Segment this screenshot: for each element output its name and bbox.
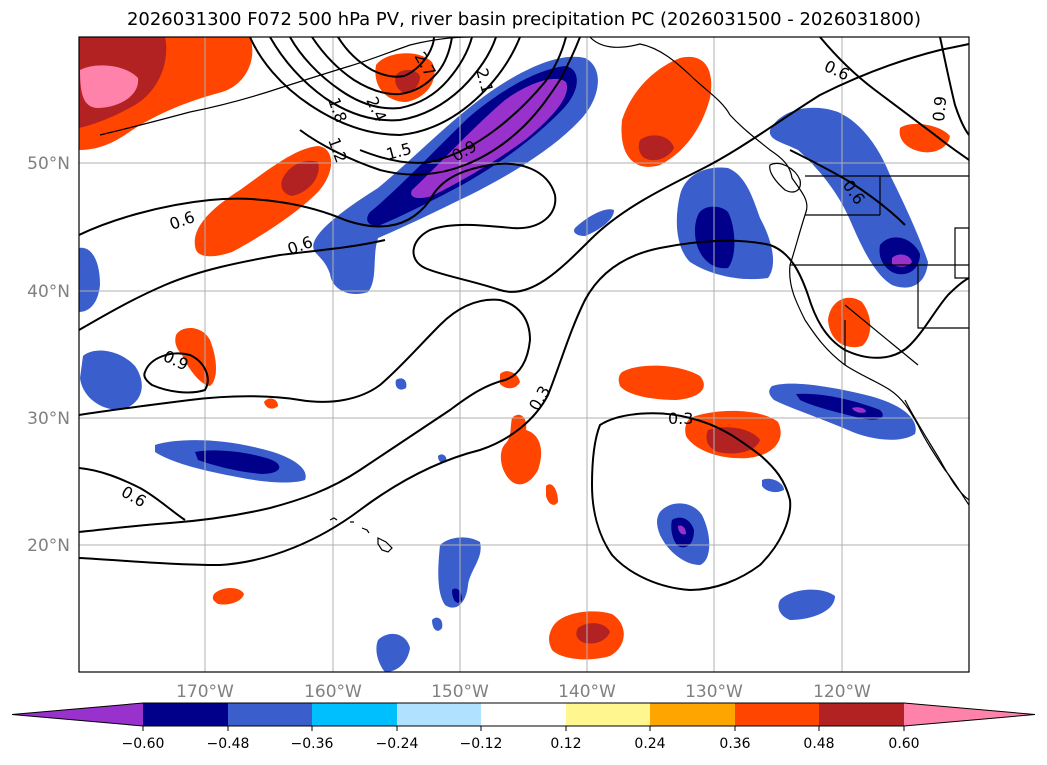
anomaly-region-positive bbox=[212, 588, 244, 605]
pv-contour bbox=[789, 149, 906, 226]
anomaly-region-positive bbox=[281, 160, 319, 196]
figure-title: 2026031300 F072 500 hPa PV, river basin … bbox=[127, 9, 921, 30]
longitude-labels: 170°W 160°W 150°W 140°W 130°W 120°W bbox=[176, 682, 871, 702]
anomaly-region-negative bbox=[432, 617, 443, 631]
anomaly-region-positive bbox=[500, 414, 542, 485]
pv-contour bbox=[939, 37, 969, 136]
baja-california bbox=[904, 399, 969, 501]
colorbar: −0.60 −0.48 −0.36 −0.24 −0.12 0.12 0.24 0.36 0.4… bbox=[11, 702, 1036, 752]
colorbar-segment bbox=[481, 703, 566, 726]
colorbar-segment bbox=[566, 703, 650, 726]
colorbar-tick-label: 0.48 bbox=[803, 736, 834, 752]
pv-contour bbox=[79, 298, 532, 533]
colorbar-tick-label: 0.36 bbox=[719, 736, 750, 752]
colorbar-segment bbox=[228, 703, 312, 726]
anomaly-region-positive bbox=[899, 123, 950, 153]
colorbar-tick-label: 0.24 bbox=[634, 736, 665, 752]
lon-label: 120°W bbox=[813, 682, 871, 702]
anomaly-region-negative bbox=[80, 350, 142, 410]
pv-contour bbox=[79, 239, 386, 331]
pv-contour bbox=[590, 412, 792, 592]
anomaly-region-negative bbox=[411, 78, 568, 198]
anomaly-region-positive bbox=[576, 623, 610, 644]
contour-label: 0.3 bbox=[668, 409, 693, 428]
colorbar-tick-label: −0.48 bbox=[207, 736, 250, 752]
pv-contour bbox=[79, 43, 969, 293]
north-america-coast bbox=[589, 37, 969, 506]
lon-label: 130°W bbox=[685, 682, 743, 702]
pv-contour bbox=[269, 37, 497, 122]
anomaly-region-positive bbox=[80, 65, 139, 108]
anomaly-region-negative bbox=[195, 450, 280, 474]
pv-contours bbox=[79, 37, 969, 592]
lon-label: 160°W bbox=[304, 682, 362, 702]
colorbar-tick-label: −0.24 bbox=[376, 736, 419, 752]
pv-contour bbox=[337, 37, 435, 78]
latitude-labels: 50°N 40°N 30°N 20°N bbox=[27, 154, 70, 556]
colorbar-segment bbox=[819, 703, 904, 726]
lon-label: 150°W bbox=[431, 682, 489, 702]
vancouver-island bbox=[769, 162, 801, 193]
lon-label: 170°W bbox=[176, 682, 234, 702]
contour-label: 0.9 bbox=[929, 95, 950, 122]
anomaly-region-negative bbox=[694, 206, 735, 269]
pv-contour bbox=[79, 467, 186, 521]
pv-contour bbox=[359, 37, 567, 164]
pv-contour bbox=[79, 239, 969, 567]
anomaly-region-negative bbox=[778, 589, 835, 620]
anomaly-region-positive bbox=[828, 297, 871, 348]
pv-contour bbox=[299, 37, 581, 176]
anomaly-region-negative bbox=[79, 247, 100, 312]
anomaly-region-positive bbox=[706, 427, 760, 454]
pv-contour bbox=[311, 37, 453, 96]
anomaly-region-negative bbox=[852, 407, 866, 413]
colorbar-segment bbox=[650, 703, 735, 726]
map-panel: 0.3 0.3 0.6 0.6 0.6 0.6 0.6 0.9 0.9 0.9 … bbox=[27, 36, 970, 702]
pv-contour bbox=[249, 37, 521, 137]
anomaly-region-negative bbox=[395, 378, 407, 390]
lon-label: 140°W bbox=[558, 682, 616, 702]
colorbar-tick-label: 0.60 bbox=[888, 736, 919, 752]
colorbar-tick-label: −0.36 bbox=[291, 736, 334, 752]
anomaly-region-negative bbox=[678, 525, 686, 535]
colorbar-tick-label: −0.12 bbox=[460, 736, 503, 752]
colorbar-segment bbox=[143, 703, 228, 726]
anomaly-region-negative bbox=[376, 633, 410, 672]
colorbar-tick-label: −0.60 bbox=[122, 736, 165, 752]
colorbar-segment bbox=[397, 703, 481, 726]
hawaii-islands bbox=[329, 517, 393, 553]
map-frame bbox=[78, 36, 970, 673]
pv-contour bbox=[143, 352, 209, 394]
anomaly-region-negative bbox=[892, 254, 912, 267]
colorbar-extend-high bbox=[904, 703, 1035, 726]
lat-label: 50°N bbox=[27, 154, 70, 174]
pv-contour bbox=[289, 37, 473, 110]
state-borders bbox=[790, 175, 969, 366]
lat-label: 30°N bbox=[27, 409, 70, 429]
lat-label: 20°N bbox=[27, 536, 70, 556]
colorbar-segment bbox=[735, 703, 819, 726]
anomaly-region-negative bbox=[574, 209, 614, 236]
colorbar-extend-low bbox=[12, 703, 143, 726]
anomaly-region-negative bbox=[796, 393, 883, 420]
anomaly-region-positive bbox=[618, 365, 704, 400]
colorbar-segment bbox=[312, 703, 397, 726]
anomaly-region-positive bbox=[546, 484, 558, 505]
pv-contour bbox=[819, 37, 969, 161]
anomaly-region-negative bbox=[762, 478, 784, 493]
aleutian-chain bbox=[99, 65, 351, 136]
anomaly-region-positive bbox=[638, 135, 674, 161]
colorbar-tick-label: 0.12 bbox=[550, 736, 581, 752]
anomaly-region-positive bbox=[264, 398, 278, 409]
lat-label: 40°N bbox=[27, 282, 70, 302]
